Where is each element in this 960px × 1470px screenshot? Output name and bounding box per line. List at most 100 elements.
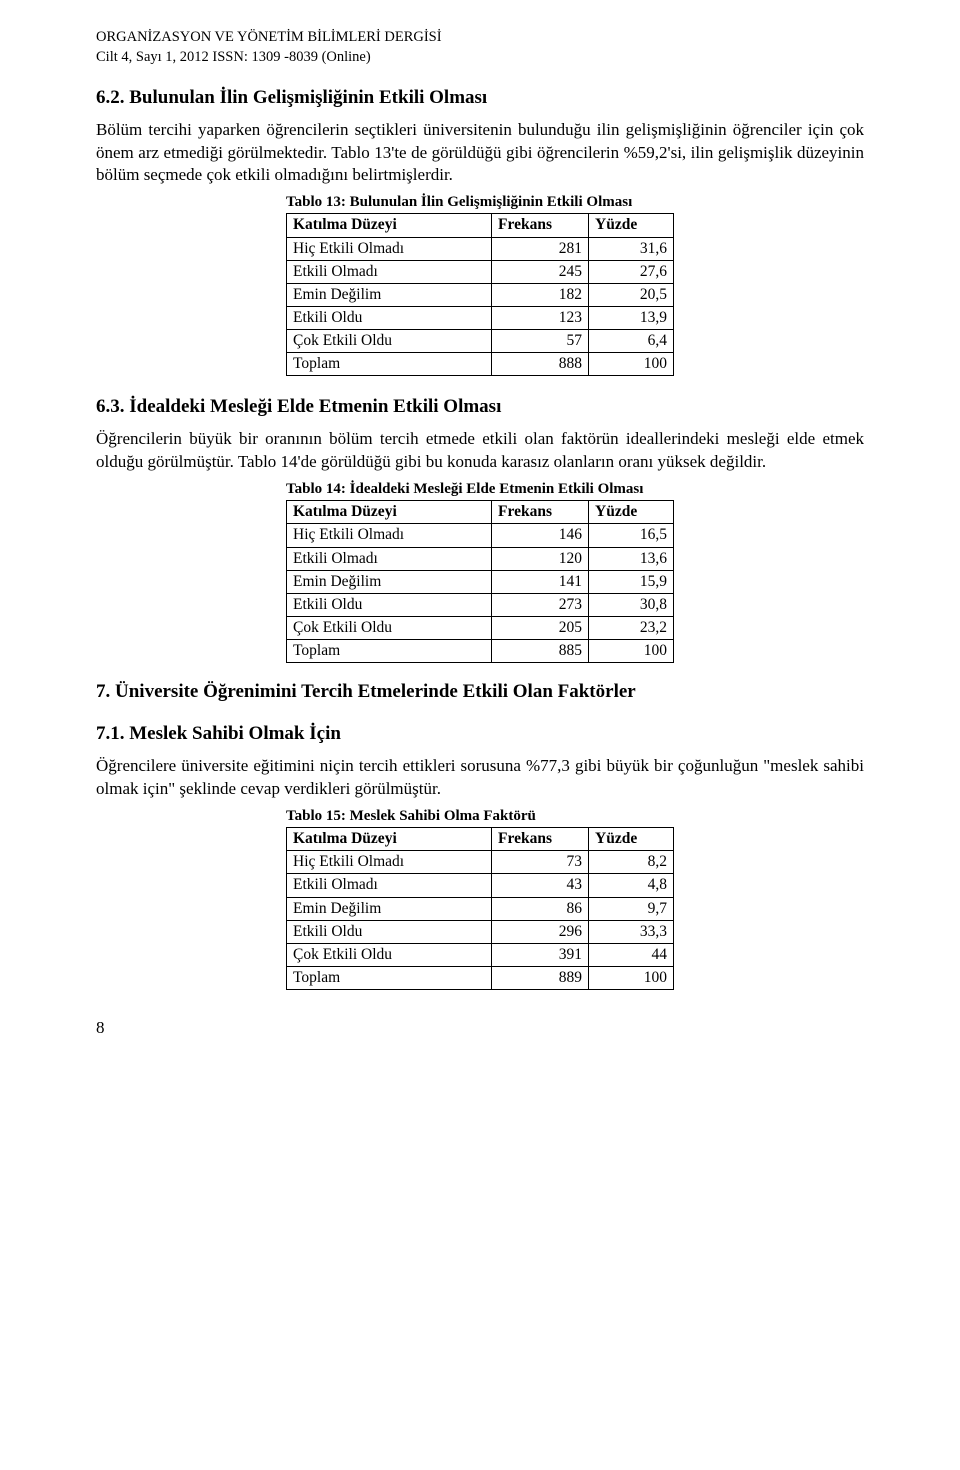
- table-14-wrap: Tablo 14: İdealdeki Mesleği Elde Etmenin…: [96, 481, 864, 663]
- table-col-header: Frekans: [492, 828, 589, 851]
- heading-7: 7. Üniversite Öğrenimini Tercih Etmeleri…: [96, 681, 864, 703]
- table-row: Etkili Oldu 296 33,3: [287, 920, 674, 943]
- table-col-header: Katılma Düzeyi: [287, 828, 492, 851]
- table-cell: Emin Değilim: [287, 570, 492, 593]
- table-cell: 20,5: [589, 283, 674, 306]
- table-row: Hiç Etkili Olmadı 146 16,5: [287, 524, 674, 547]
- table-row: Çok Etkili Oldu 391 44: [287, 943, 674, 966]
- table-row: Toplam 888 100: [287, 353, 674, 376]
- table-cell: 146: [492, 524, 589, 547]
- table-row: Emin Değilim 86 9,7: [287, 897, 674, 920]
- table-cell: 13,9: [589, 307, 674, 330]
- table-cell: 273: [492, 593, 589, 616]
- page-number: 8: [96, 1018, 864, 1038]
- table-col-header: Yüzde: [589, 501, 674, 524]
- table-cell: 6,4: [589, 330, 674, 353]
- table-cell: 86: [492, 897, 589, 920]
- table-row: Etkili Oldu 273 30,8: [287, 593, 674, 616]
- table-row: Emin Değilim 182 20,5: [287, 283, 674, 306]
- table-cell: 100: [589, 967, 674, 990]
- table-cell: 13,6: [589, 547, 674, 570]
- paragraph-6-2: Bölüm tercihi yaparken öğrencilerin seçt…: [96, 119, 864, 186]
- table-row: Etkili Oldu 123 13,9: [287, 307, 674, 330]
- table-15: Katılma Düzeyi Frekans Yüzde Hiç Etkili …: [286, 827, 674, 990]
- table-cell: Etkili Olmadı: [287, 260, 492, 283]
- table-col-header: Frekans: [492, 214, 589, 237]
- table-cell: 57: [492, 330, 589, 353]
- table-cell: Etkili Olmadı: [287, 547, 492, 570]
- table-cell: 100: [589, 640, 674, 663]
- table-cell: 27,6: [589, 260, 674, 283]
- table-14-title: Tablo 14: İdealdeki Mesleği Elde Etmenin…: [286, 481, 674, 498]
- table-cell: Etkili Oldu: [287, 307, 492, 330]
- table-cell: Toplam: [287, 353, 492, 376]
- table-row: Toplam 889 100: [287, 967, 674, 990]
- table-cell: Emin Değilim: [287, 897, 492, 920]
- table-col-header: Katılma Düzeyi: [287, 501, 492, 524]
- table-cell: Etkili Olmadı: [287, 874, 492, 897]
- table-14: Katılma Düzeyi Frekans Yüzde Hiç Etkili …: [286, 500, 674, 663]
- table-row: Hiç Etkili Olmadı 73 8,2: [287, 851, 674, 874]
- table-row: Etkili Olmadı 120 13,6: [287, 547, 674, 570]
- heading-7-1: 7.1. Meslek Sahibi Olmak İçin: [96, 723, 864, 745]
- table-cell: 33,3: [589, 920, 674, 943]
- table-row: Hiç Etkili Olmadı 281 31,6: [287, 237, 674, 260]
- table-row: Etkili Olmadı 245 27,6: [287, 260, 674, 283]
- table-header-row: Katılma Düzeyi Frekans Yüzde: [287, 214, 674, 237]
- table-cell: 8,2: [589, 851, 674, 874]
- table-cell: 15,9: [589, 570, 674, 593]
- table-15-title: Tablo 15: Meslek Sahibi Olma Faktörü: [286, 808, 674, 825]
- table-cell: Çok Etkili Oldu: [287, 617, 492, 640]
- table-cell: 31,6: [589, 237, 674, 260]
- table-cell: 885: [492, 640, 589, 663]
- journal-header-line-1: ORGANİZASYON VE YÖNETİM BİLİMLERİ DERGİS…: [96, 28, 864, 48]
- table-cell: 888: [492, 353, 589, 376]
- table-cell: 30,8: [589, 593, 674, 616]
- table-cell: Etkili Oldu: [287, 593, 492, 616]
- table-row: Çok Etkili Oldu 57 6,4: [287, 330, 674, 353]
- table-cell: 889: [492, 967, 589, 990]
- table-cell: 43: [492, 874, 589, 897]
- table-cell: Hiç Etkili Olmadı: [287, 524, 492, 547]
- table-cell: 123: [492, 307, 589, 330]
- table-cell: 296: [492, 920, 589, 943]
- table-cell: 23,2: [589, 617, 674, 640]
- table-cell: Etkili Oldu: [287, 920, 492, 943]
- table-cell: 391: [492, 943, 589, 966]
- table-cell: 182: [492, 283, 589, 306]
- table-col-header: Katılma Düzeyi: [287, 214, 492, 237]
- table-cell: 120: [492, 547, 589, 570]
- table-header-row: Katılma Düzeyi Frekans Yüzde: [287, 501, 674, 524]
- table-cell: 4,8: [589, 874, 674, 897]
- table-cell: 9,7: [589, 897, 674, 920]
- table-13: Katılma Düzeyi Frekans Yüzde Hiç Etkili …: [286, 213, 674, 376]
- table-header-row: Katılma Düzeyi Frekans Yüzde: [287, 828, 674, 851]
- table-13-title: Tablo 13: Bulunulan İlin Gelişmişliğinin…: [286, 194, 674, 211]
- table-row: Çok Etkili Oldu 205 23,2: [287, 617, 674, 640]
- table-cell: 281: [492, 237, 589, 260]
- table-cell: Emin Değilim: [287, 283, 492, 306]
- table-row: Etkili Olmadı 43 4,8: [287, 874, 674, 897]
- table-col-header: Yüzde: [589, 828, 674, 851]
- table-cell: Toplam: [287, 967, 492, 990]
- table-cell: 245: [492, 260, 589, 283]
- table-cell: 16,5: [589, 524, 674, 547]
- heading-6-3: 6.3. İdealdeki Mesleği Elde Etmenin Etki…: [96, 396, 864, 418]
- table-cell: 205: [492, 617, 589, 640]
- table-cell: Hiç Etkili Olmadı: [287, 237, 492, 260]
- page: ORGANİZASYON VE YÖNETİM BİLİMLERİ DERGİS…: [0, 0, 960, 1078]
- table-13-wrap: Tablo 13: Bulunulan İlin Gelişmişliğinin…: [96, 194, 864, 376]
- table-cell: Hiç Etkili Olmadı: [287, 851, 492, 874]
- heading-6-2: 6.2. Bulunulan İlin Gelişmişliğinin Etki…: [96, 87, 864, 109]
- table-cell: 44: [589, 943, 674, 966]
- table-15-wrap: Tablo 15: Meslek Sahibi Olma Faktörü Kat…: [96, 808, 864, 990]
- paragraph-7-1: Öğrencilere üniversite eğitimini niçin t…: [96, 755, 864, 800]
- table-cell: Çok Etkili Oldu: [287, 943, 492, 966]
- table-cell: 100: [589, 353, 674, 376]
- table-row: Emin Değilim 141 15,9: [287, 570, 674, 593]
- table-cell: Toplam: [287, 640, 492, 663]
- table-cell: 141: [492, 570, 589, 593]
- table-cell: 73: [492, 851, 589, 874]
- paragraph-6-3: Öğrencilerin büyük bir oranının bölüm te…: [96, 428, 864, 473]
- table-row: Toplam 885 100: [287, 640, 674, 663]
